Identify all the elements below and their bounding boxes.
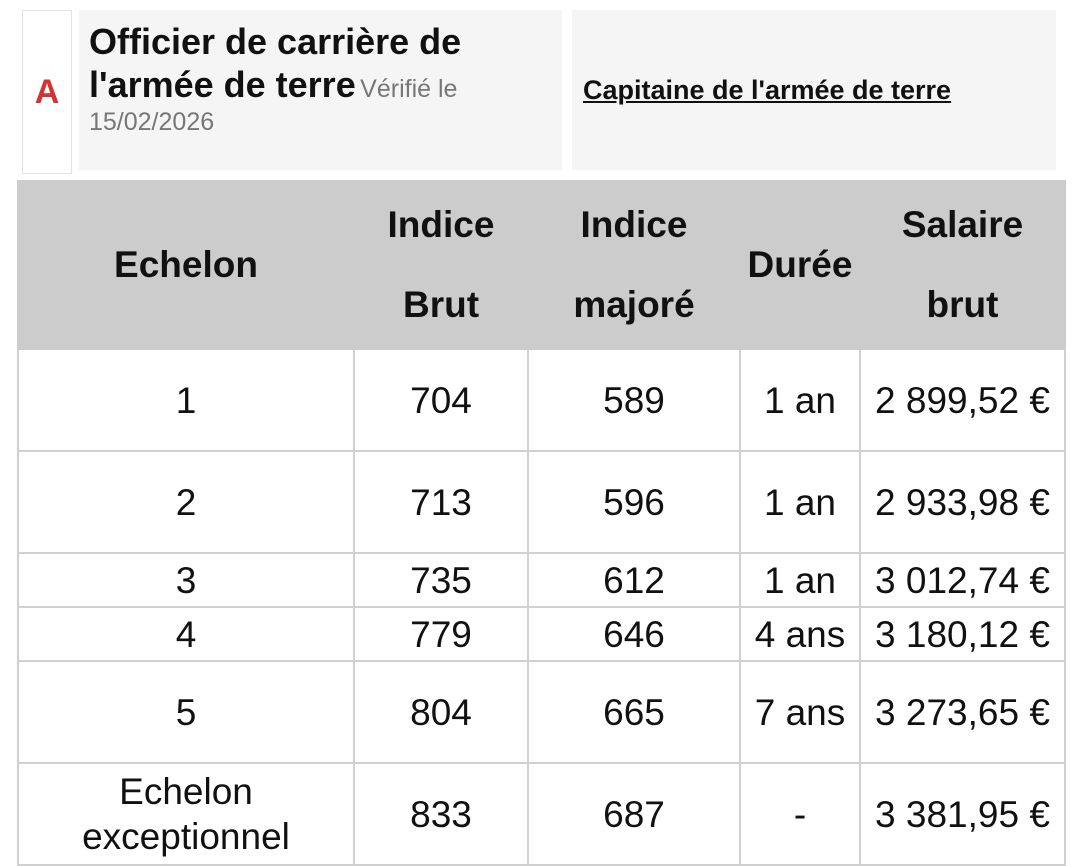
cell-indice-majore: 612 — [527, 552, 741, 608]
header-duree: Durée — [739, 180, 861, 350]
verified-label: Vérifié le — [360, 75, 458, 103]
cell-indice-majore: 665 — [527, 660, 741, 764]
cell-indice-majore: 596 — [527, 450, 741, 554]
table-header-row: Echelon Indice Brut Indice majoré Durée Sa… — [17, 180, 1066, 350]
cell-duree: - — [739, 762, 861, 866]
cell-salaire: 3 012,74 € — [859, 552, 1066, 608]
header-indice-brut: Indice Brut — [353, 180, 529, 350]
header-indice-majore: Indice majoré — [527, 180, 741, 350]
cell-indice-brut: 833 — [353, 762, 529, 866]
cell-indice-majore: 646 — [527, 606, 741, 662]
header-salaire: Salaire brut — [859, 180, 1066, 350]
cell-duree: 7 ans — [739, 660, 861, 764]
cell-echelon: Echelon exceptionnel — [17, 762, 355, 866]
cell-duree: 4 ans — [739, 606, 861, 662]
cell-duree: 1 an — [739, 450, 861, 554]
table-row: Echelon exceptionnel 833 687 - 3 381,95 … — [17, 762, 1066, 866]
cell-echelon: 1 — [17, 348, 355, 452]
table-row: 3 735 612 1 an 3 012,74 € — [17, 552, 1066, 608]
cell-indice-majore: 687 — [527, 762, 741, 866]
table-row: 4 779 646 4 ans 3 180,12 € — [17, 606, 1066, 662]
cell-indice-brut: 735 — [353, 552, 529, 608]
cell-salaire: 3 180,12 € — [859, 606, 1066, 662]
cell-echelon: 3 — [17, 552, 355, 608]
cell-salaire: 3 273,65 € — [859, 660, 1066, 764]
cell-indice-brut: 704 — [353, 348, 529, 452]
table-row: 5 804 665 7 ans 3 273,65 € — [17, 660, 1066, 764]
cell-indice-brut: 804 — [353, 660, 529, 764]
title-card: Officier de carrière de l'armée de terre… — [79, 10, 562, 170]
verified-date: 15/02/2026 — [89, 108, 215, 136]
cell-salaire: 2 933,98 € — [859, 450, 1066, 554]
cell-indice-brut: 713 — [353, 450, 529, 554]
table-row: 1 704 589 1 an 2 899,52 € — [17, 348, 1066, 452]
cell-indice-majore: 589 — [527, 348, 741, 452]
cell-duree: 1 an — [739, 552, 861, 608]
header-echelon: Echelon — [17, 180, 355, 350]
page-title: Officier de carrière de l'armée de terre — [89, 21, 462, 105]
cell-echelon: 4 — [17, 606, 355, 662]
cell-echelon: 5 — [17, 660, 355, 764]
salary-table: Echelon Indice Brut Indice majoré Durée Sa… — [17, 180, 1066, 866]
grade-link[interactable]: Capitaine de l'armée de terre — [583, 74, 952, 105]
category-letter: A — [34, 72, 60, 111]
table-row: 2 713 596 1 an 2 933,98 € — [17, 450, 1066, 554]
cell-salaire: 2 899,52 € — [859, 348, 1066, 452]
cell-indice-brut: 779 — [353, 606, 529, 662]
cell-duree: 1 an — [739, 348, 861, 452]
cell-salaire: 3 381,95 € — [859, 762, 1066, 866]
grade-card: Capitaine de l'armée de terre — [572, 10, 1056, 170]
category-badge: A — [22, 10, 72, 174]
cell-echelon: 2 — [17, 450, 355, 554]
